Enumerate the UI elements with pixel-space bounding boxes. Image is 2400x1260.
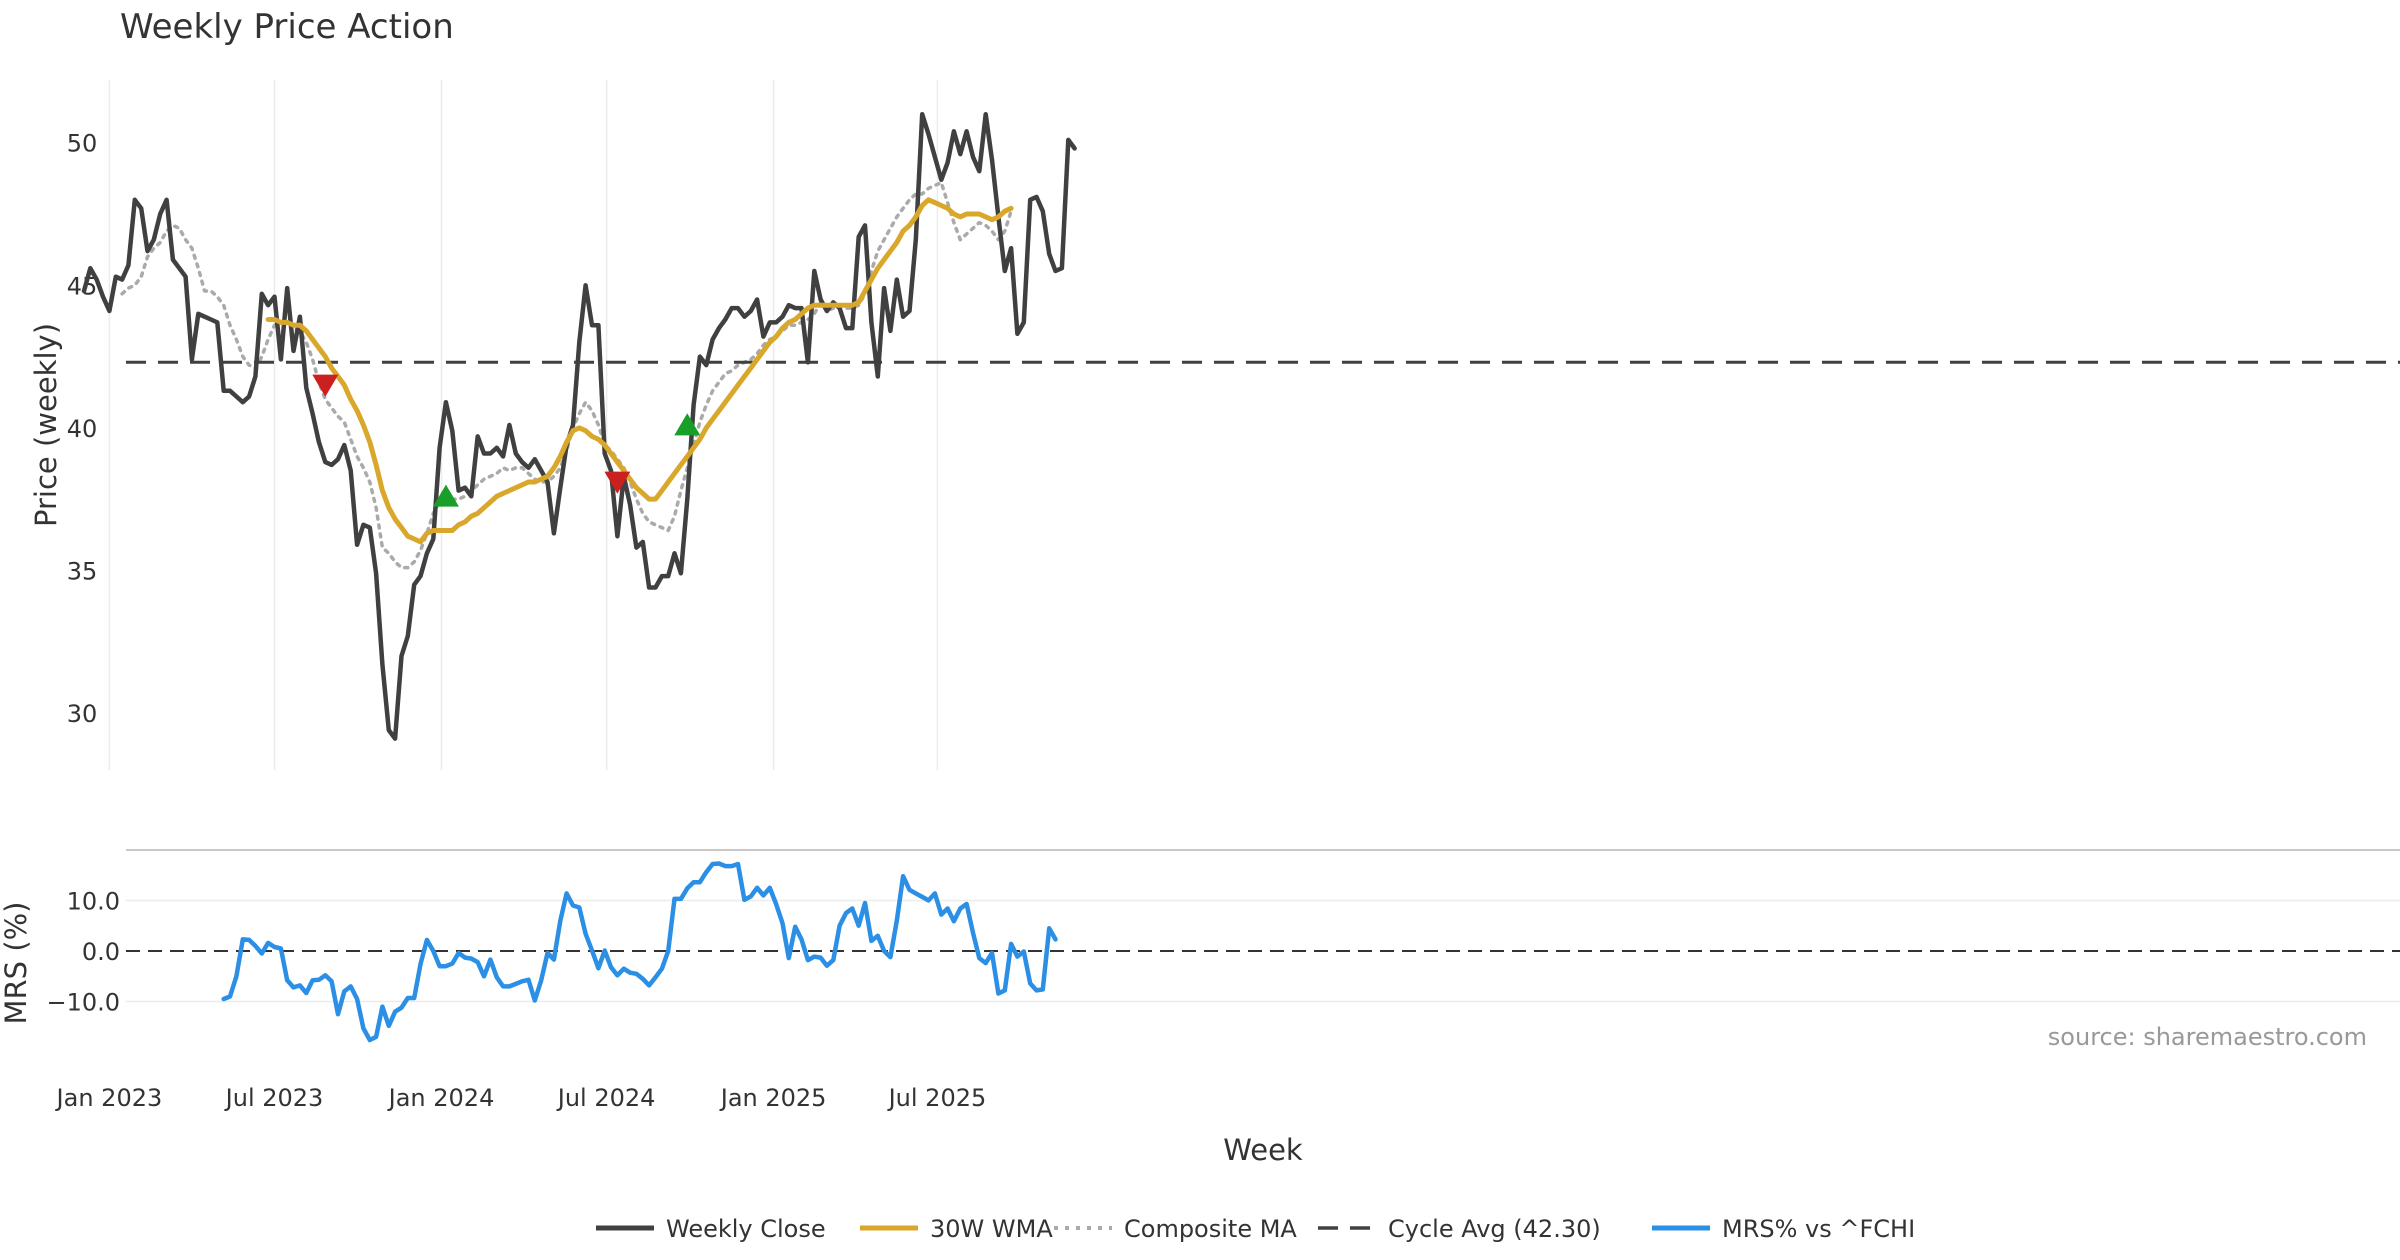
legend-label: Composite MA <box>1124 1215 1297 1243</box>
signal-markers <box>312 374 701 507</box>
x-tick-label: Jul 2024 <box>556 1084 656 1112</box>
price-y-axis-title: Price (weekly) <box>29 323 63 527</box>
mrs-y-ticks: 10.0 0.0 −10.0 <box>46 887 120 1016</box>
x-axis-title: Week <box>1223 1133 1303 1167</box>
weekly-close-line <box>81 111 1077 741</box>
sell-signal-marker <box>312 374 339 397</box>
x-tick-label: Jul 2023 <box>224 1084 324 1112</box>
x-tick-label: Jul 2025 <box>887 1084 987 1112</box>
legend-label: Weekly Close <box>666 1215 826 1243</box>
legend-label: Cycle Avg (42.30) <box>1388 1215 1601 1243</box>
price-series <box>81 111 2400 741</box>
buy-signal-marker <box>432 484 459 507</box>
x-tick-label: Jan 2024 <box>387 1084 495 1112</box>
mrs-grid <box>126 899 2400 1003</box>
mrs-series <box>221 861 1058 1043</box>
price-y-ticks: 30 35 40 45 50 <box>67 130 98 728</box>
x-axis-ticks: Jan 2023 Jul 2023 Jan 2024 Jul 2024 Jan 2025… <box>55 1084 987 1112</box>
mrs-y-tick-label: −10.0 <box>46 989 120 1017</box>
price-y-tick-label: 45 <box>67 272 98 300</box>
sell-signal-marker <box>604 471 631 494</box>
legend-label: 30W WMA <box>930 1215 1053 1243</box>
price-y-tick-label: 50 <box>67 130 98 158</box>
buy-signal-marker <box>674 413 701 436</box>
price-y-tick-label: 30 <box>67 700 98 728</box>
price-y-tick-label: 35 <box>67 557 98 585</box>
mrs-line <box>221 861 1058 1043</box>
legend: Weekly Close 30W WMA Composite MA Cycle Avg… <box>596 1215 1915 1243</box>
mrs-y-tick-label: 10.0 <box>67 887 120 915</box>
mrs-y-tick-label: 0.0 <box>82 938 120 966</box>
price-grid <box>108 80 939 770</box>
x-tick-label: Jan 2025 <box>719 1084 827 1112</box>
chart-title: Weekly Price Action <box>120 7 454 47</box>
wma-30w-line <box>265 197 1014 545</box>
legend-label: MRS% vs ^FCHI <box>1722 1215 1915 1243</box>
x-tick-label: Jan 2023 <box>55 1084 163 1112</box>
price-y-tick-label: 40 <box>67 415 98 443</box>
source-note: source: sharemaestro.com <box>2048 1023 2367 1051</box>
mrs-y-axis-title: MRS (%) <box>0 902 33 1025</box>
